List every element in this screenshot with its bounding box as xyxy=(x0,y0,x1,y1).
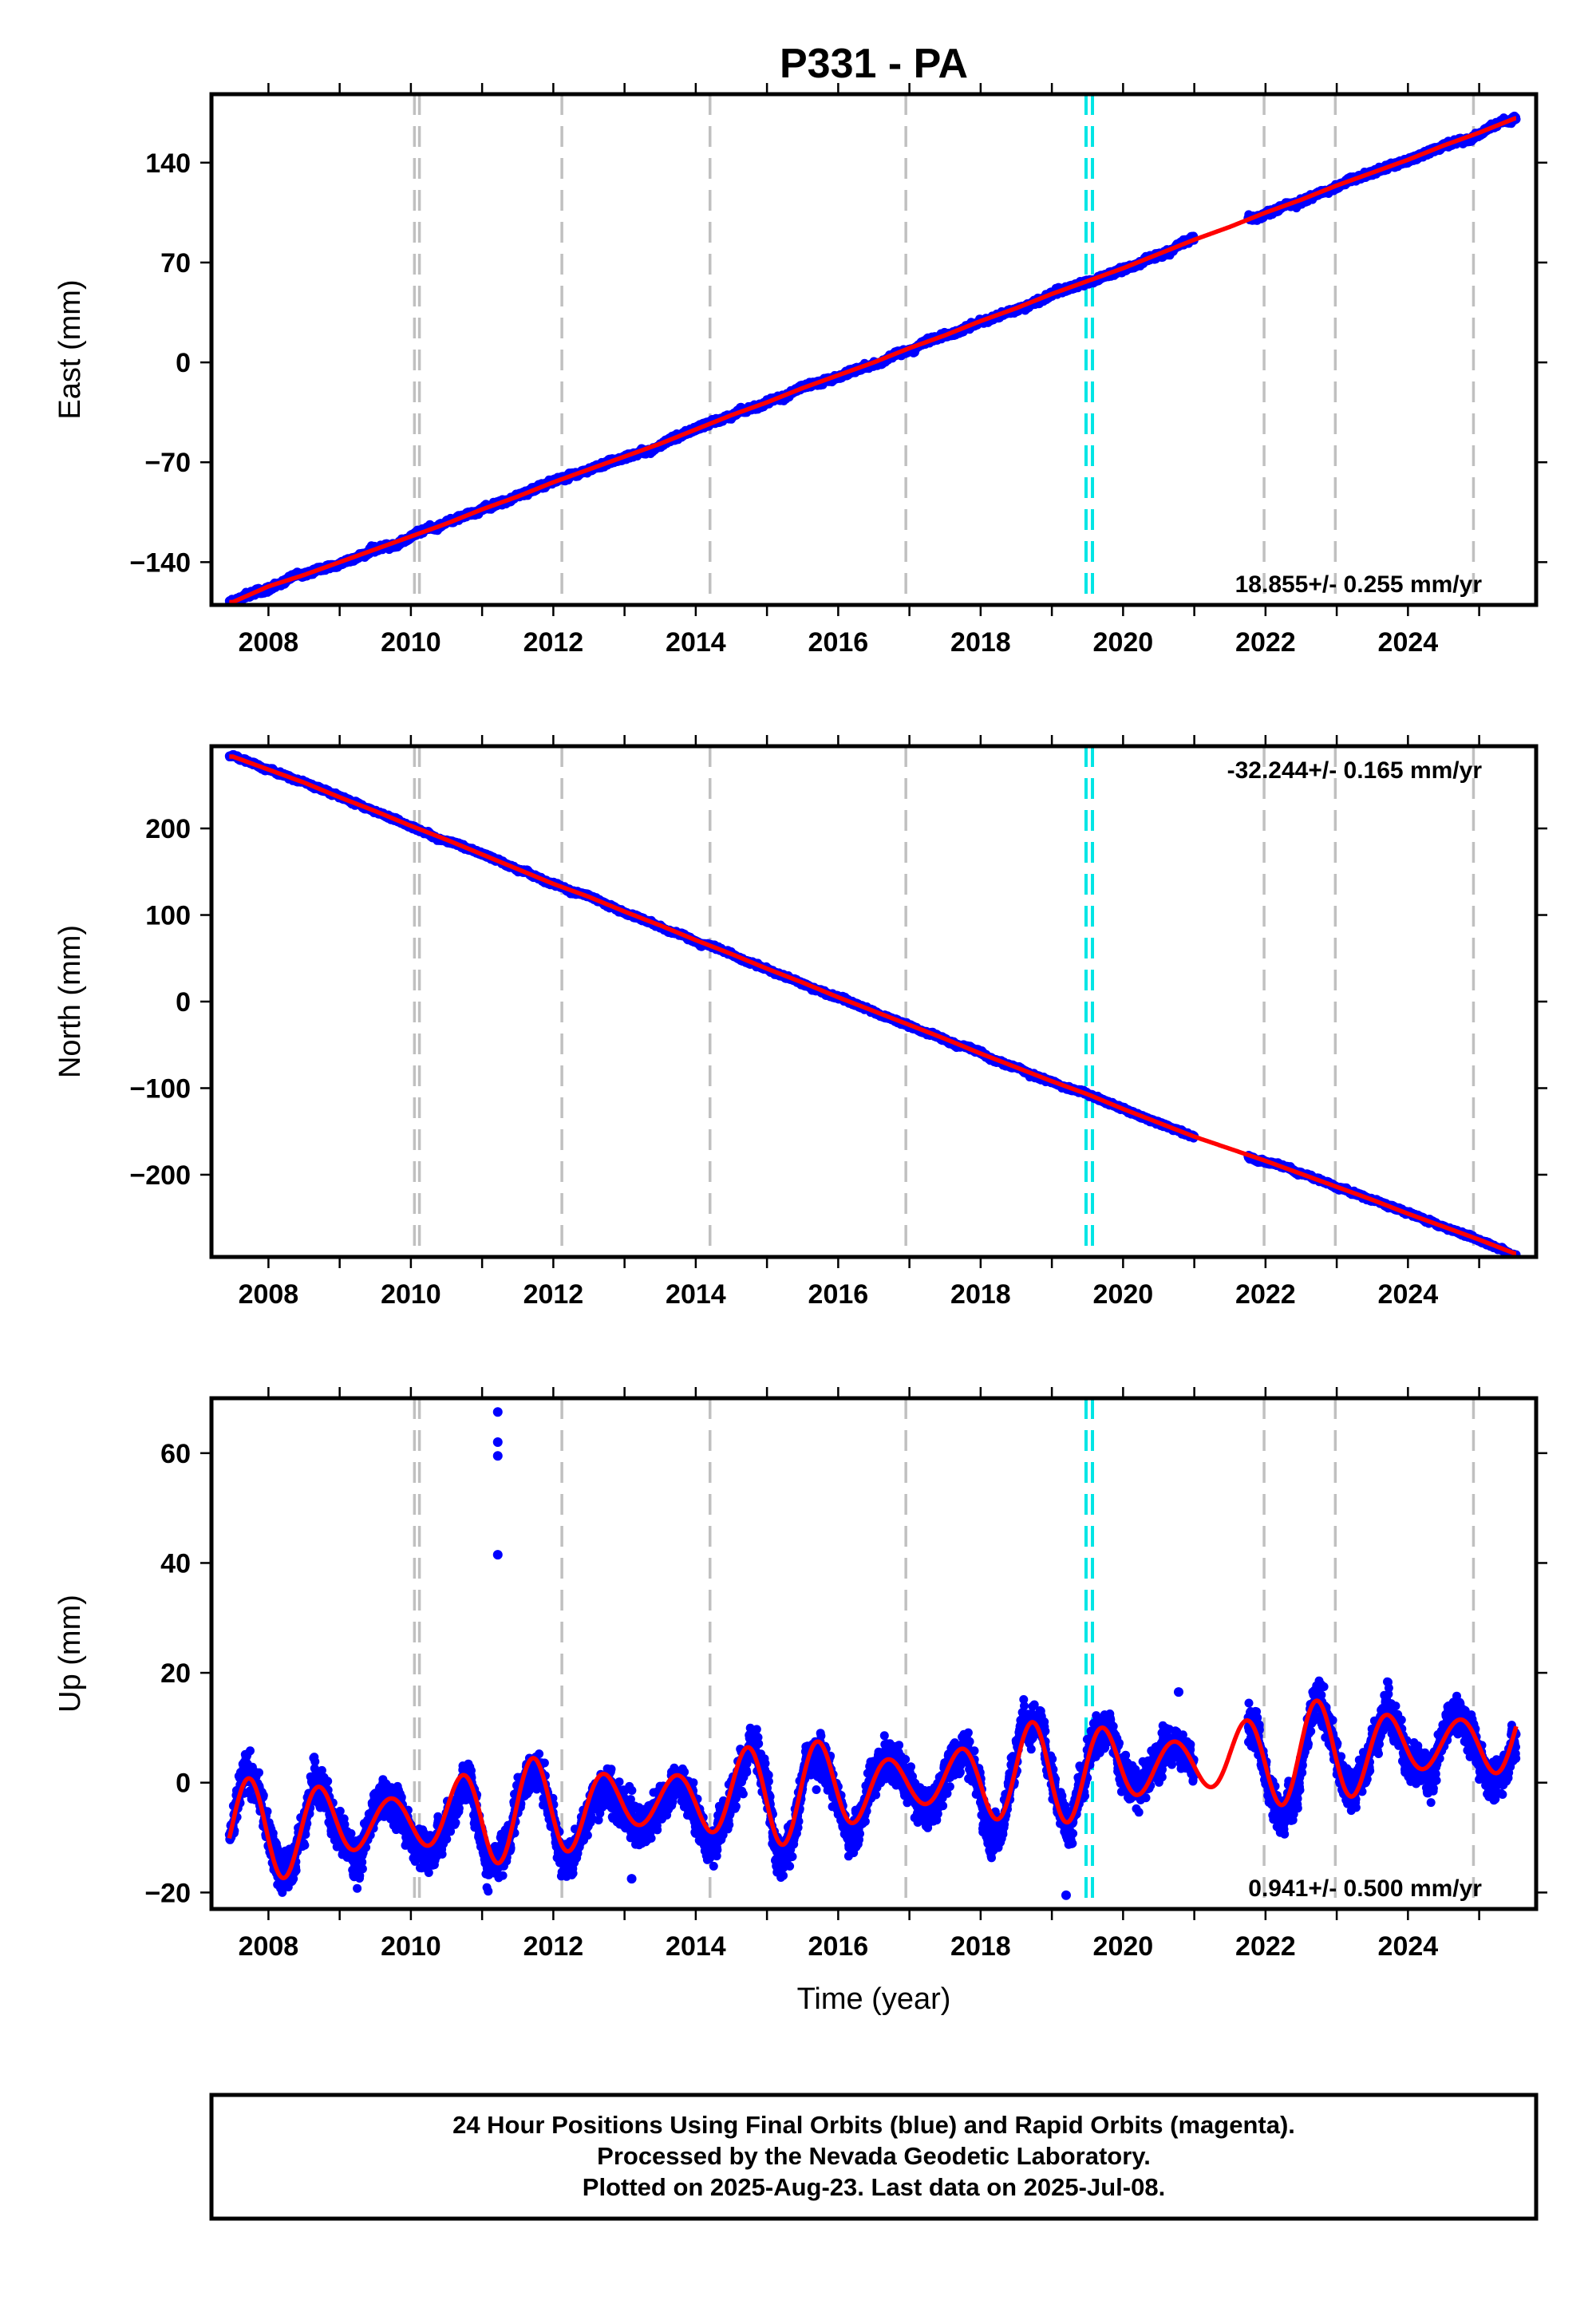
east-panel: 2008 2010 2012 2014 2016 2018 2020 2022 2024−140… xyxy=(53,83,1547,658)
chart-title: P331 - PA xyxy=(780,41,968,87)
plot-area xyxy=(224,94,1521,605)
